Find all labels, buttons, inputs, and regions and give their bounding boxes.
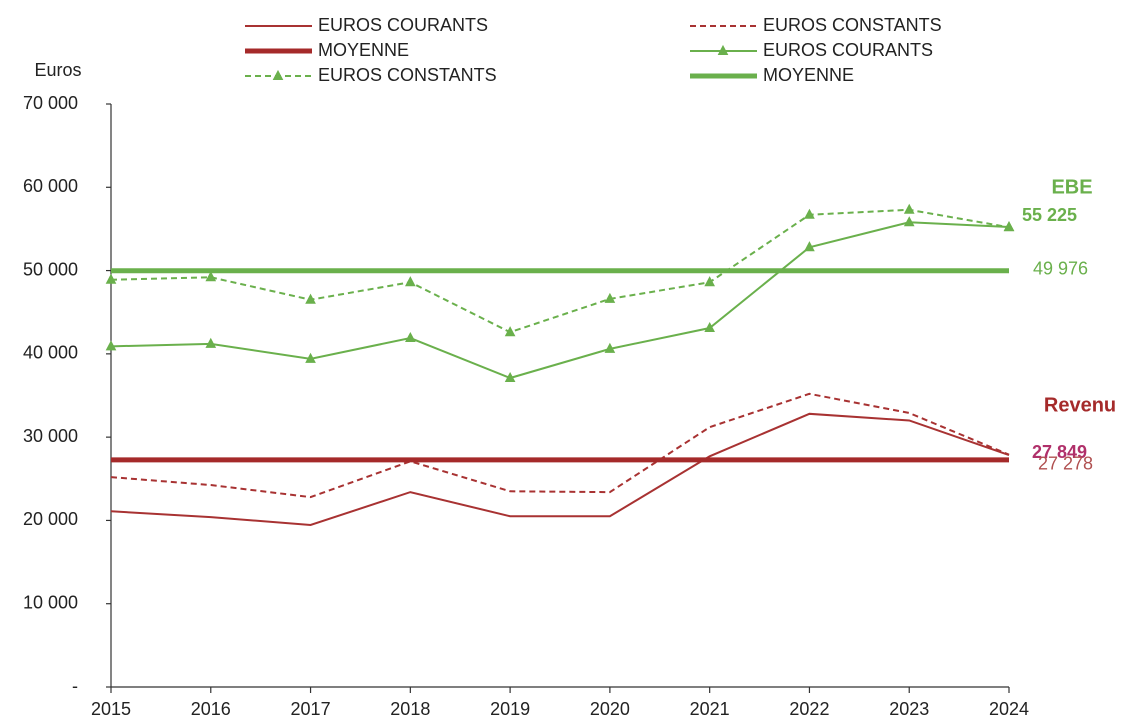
x-tick-label: 2020 — [590, 699, 630, 719]
legend-marker — [717, 44, 729, 55]
x-tick-label: 2023 — [889, 699, 929, 719]
y-tick-label: 60 000 — [23, 176, 78, 196]
marker — [604, 342, 616, 353]
marker — [1003, 221, 1015, 232]
x-tick-label: 2017 — [291, 699, 331, 719]
x-tick-label: 2021 — [690, 699, 730, 719]
legend-label: EUROS CONSTANTS — [318, 65, 497, 85]
marker — [504, 371, 516, 383]
marker — [903, 203, 915, 214]
y-axis-label: Euros — [34, 60, 81, 80]
value-label: 27 849 — [1032, 442, 1087, 462]
y-tick-label: 20 000 — [23, 509, 78, 529]
x-tick-label: 2018 — [390, 699, 430, 719]
marker — [704, 276, 715, 287]
y-tick-label: 10 000 — [23, 592, 78, 612]
group-label: EBE — [1051, 176, 1092, 198]
legend-label: MOYENNE — [763, 65, 854, 85]
marker — [305, 352, 316, 363]
marker — [804, 208, 815, 219]
legend-label: EUROS COURANTS — [763, 40, 933, 60]
x-tick-label: 2016 — [191, 699, 231, 719]
marker — [405, 331, 416, 343]
x-tick-label: 2019 — [490, 699, 530, 719]
legend-marker — [272, 69, 284, 80]
marker — [105, 273, 117, 284]
x-tick-label: 2015 — [91, 699, 131, 719]
marker — [105, 340, 117, 351]
marker — [405, 276, 416, 287]
marker — [305, 293, 316, 304]
x-tick-label: 2024 — [989, 699, 1029, 719]
y-tick-label: 70 000 — [23, 93, 78, 113]
y-tick-label: 30 000 — [23, 426, 78, 446]
marker — [604, 292, 616, 303]
marker — [903, 216, 915, 227]
series-line — [110, 208, 1010, 334]
series-line — [110, 412, 1010, 527]
series-line — [110, 392, 1010, 499]
legend-label: EUROS COURANTS — [318, 15, 488, 35]
marker — [704, 321, 715, 333]
value-label: 27 278 — [1038, 454, 1093, 474]
x-tick-label: 2022 — [789, 699, 829, 719]
y-tick-label: - — [72, 676, 78, 696]
legend-label: EUROS CONSTANTS — [763, 15, 942, 35]
marker — [504, 326, 516, 337]
value-label: 55 225 — [1022, 205, 1077, 225]
y-tick-label: 50 000 — [23, 259, 78, 279]
y-tick-label: 40 000 — [23, 343, 78, 363]
group-label: Revenu — [1044, 394, 1116, 416]
series-line — [110, 221, 1010, 380]
value-label: 49 976 — [1033, 259, 1088, 279]
marker — [205, 337, 217, 348]
legend-label: MOYENNE — [318, 40, 409, 60]
marker — [205, 271, 217, 282]
marker — [804, 241, 815, 252]
